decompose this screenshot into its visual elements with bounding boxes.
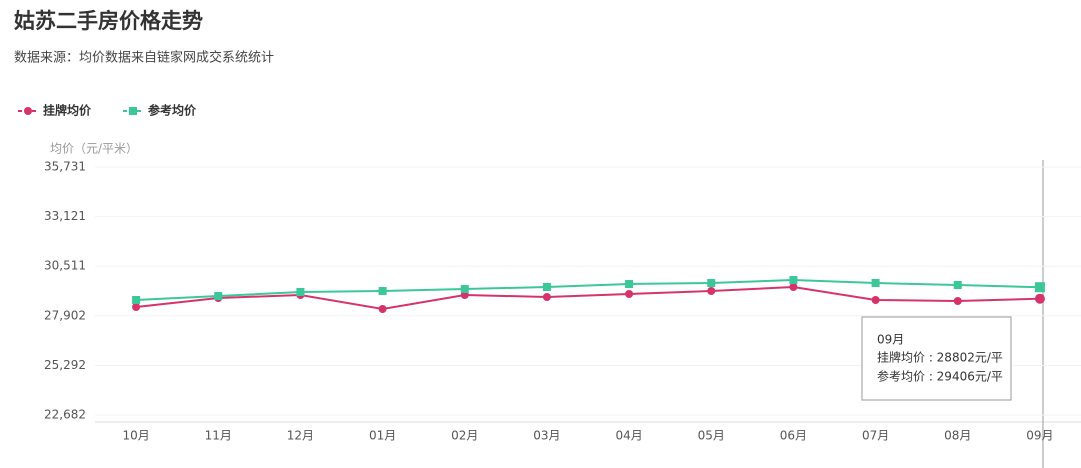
data-point xyxy=(214,292,223,301)
y-tick-label: 27,902 xyxy=(44,308,86,322)
tooltip-box xyxy=(861,316,1012,401)
tooltip-line: 参考均价 : 29406元/平 xyxy=(877,369,1003,384)
legend-label: 挂牌均价 xyxy=(43,103,92,118)
y-axis-label: 均价（元/平米） xyxy=(50,142,138,156)
legend-marker xyxy=(24,107,32,115)
chart-subtitle: 数据来源：均价数据来自链家网成交系统统计 xyxy=(14,50,274,66)
data-point xyxy=(378,305,387,314)
x-tick-label: 02月 xyxy=(451,429,478,443)
data-point xyxy=(542,293,551,302)
x-tick-label: 12月 xyxy=(287,429,314,443)
y-tick-label: 30,511 xyxy=(44,259,86,273)
x-tick-label: 09月 xyxy=(1026,429,1053,443)
y-tick-label: 22,682 xyxy=(44,408,86,422)
legend-label: 参考均价 xyxy=(148,103,197,118)
data-point xyxy=(625,279,634,288)
data-point xyxy=(542,282,551,291)
x-tick-label: 06月 xyxy=(780,429,807,443)
x-tick-label: 05月 xyxy=(698,429,725,443)
x-tick-label: 10月 xyxy=(122,429,149,443)
y-tick-label: 25,292 xyxy=(44,358,86,372)
data-point xyxy=(460,285,469,294)
data-point xyxy=(1034,282,1045,293)
data-point xyxy=(625,290,634,299)
data-point xyxy=(953,297,962,306)
tooltip-title: 09月 xyxy=(877,333,904,347)
chart-title: 姑苏二手房价格走势 xyxy=(14,9,203,33)
y-tick-label: 35,731 xyxy=(44,160,86,174)
plot-area xyxy=(95,166,1081,416)
legend: 挂牌均价 参考均价 xyxy=(18,103,197,118)
data-point xyxy=(1034,293,1045,304)
x-tick-label: 03月 xyxy=(533,429,560,443)
legend-marker xyxy=(129,107,137,115)
data-point xyxy=(132,295,141,304)
data-point xyxy=(378,287,387,296)
x-tick-label: 04月 xyxy=(615,429,642,443)
x-tick-label: 11月 xyxy=(205,429,232,443)
data-point xyxy=(707,287,716,296)
data-point xyxy=(707,279,716,288)
data-point xyxy=(953,281,962,290)
data-point xyxy=(789,282,798,291)
tooltip-line: 挂牌均价 : 28802元/平 xyxy=(877,351,1003,365)
y-tick-label: 33,121 xyxy=(44,209,86,223)
x-tick-label: 08月 xyxy=(944,429,971,443)
x-tick-label: 01月 xyxy=(369,429,396,443)
tooltip: 09月 挂牌均价 : 28802元/平 参考均价 : 29406元/平 xyxy=(861,316,1012,401)
series-line xyxy=(136,279,1040,301)
x-tick-label: 07月 xyxy=(862,429,889,443)
data-point xyxy=(132,303,141,312)
data-point xyxy=(789,276,798,285)
data-point xyxy=(871,279,880,288)
series-line xyxy=(135,285,1040,311)
data-point xyxy=(296,287,305,296)
data-point xyxy=(871,295,880,304)
